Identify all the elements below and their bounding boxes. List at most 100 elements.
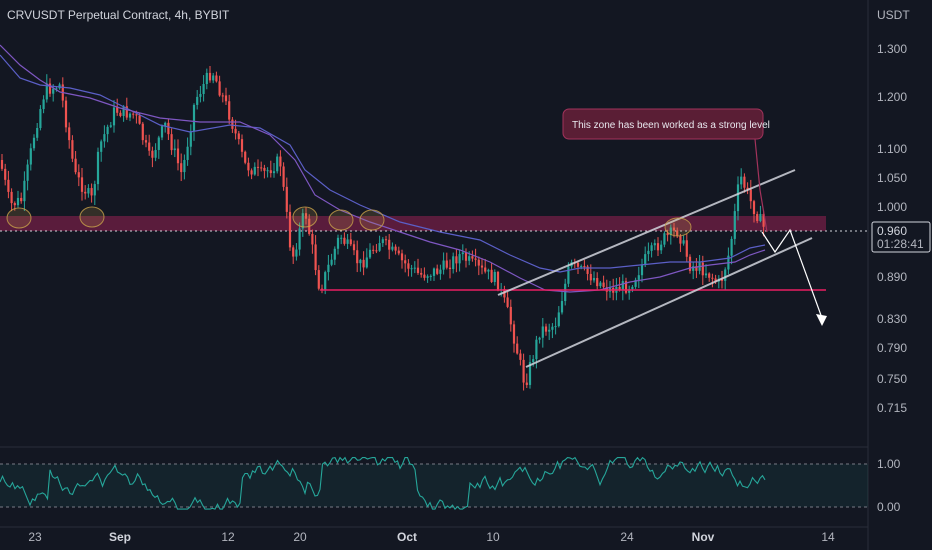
candle-body: [452, 256, 455, 270]
candle-body: [420, 272, 423, 275]
countdown-label: 01:28:41: [877, 237, 924, 251]
time-tick: 10: [486, 530, 500, 544]
candle-body: [55, 88, 58, 90]
oscillator-tick: 0.00: [877, 500, 901, 514]
candle-body: [340, 237, 343, 239]
candle-body: [80, 177, 84, 192]
candle-body: [183, 159, 186, 173]
candle-body: [461, 252, 464, 255]
candle-body: [10, 191, 13, 204]
candle-body: [202, 84, 205, 94]
candle-body: [650, 245, 653, 251]
candle-body: [263, 167, 266, 171]
candle-body: [170, 134, 173, 151]
candle-body: [442, 260, 445, 270]
candle-body: [356, 250, 359, 264]
candle-body: [164, 122, 167, 127]
price-axis[interactable]: 1.300 1.200 1.100 1.050 1.000 0.890 0.830 0.790…: [877, 42, 907, 415]
candle-body: [157, 137, 160, 150]
candle-body: [576, 262, 580, 267]
candle-body: [464, 252, 468, 261]
candle-body: [0, 160, 4, 169]
candle-body: [109, 125, 112, 127]
candle-body: [212, 75, 215, 81]
projection-arrowhead: [816, 314, 827, 326]
price-tick: 1.050: [877, 171, 907, 185]
candle-body: [413, 267, 416, 269]
candle-body: [311, 233, 314, 245]
annotation-pointer: [754, 138, 768, 233]
candle-body: [90, 188, 93, 196]
candle-body: [96, 151, 100, 185]
time-tick: 20: [293, 530, 307, 544]
candle-body: [215, 75, 218, 82]
candle-body: [125, 106, 128, 118]
candle-body: [512, 324, 516, 344]
candle-body: [736, 184, 740, 212]
time-axis[interactable]: 23 Sep 12 20 Oct 10 24 Nov 14: [28, 530, 835, 544]
resistance-zone-band: [0, 216, 826, 231]
candle-body: [167, 122, 170, 135]
candle-body: [84, 191, 87, 194]
drawings: [6, 138, 827, 368]
candle-body: [631, 286, 634, 290]
candle-body: [762, 214, 765, 227]
candle-body: [330, 259, 333, 265]
candle-body: [410, 268, 413, 270]
candle-body: [186, 146, 189, 160]
candle-body: [730, 238, 733, 256]
candle-body: [682, 240, 685, 244]
annotation-box[interactable]: [562, 108, 764, 140]
candle-body: [138, 115, 141, 124]
candle-body: [359, 259, 362, 264]
candle-body: [432, 268, 436, 276]
candle-body: [634, 279, 637, 287]
candle-body: [647, 250, 650, 255]
candle-body: [554, 326, 557, 328]
candle-body: [288, 211, 292, 248]
candle-body: [397, 250, 400, 254]
candle-body: [4, 168, 7, 180]
candle-body: [480, 265, 484, 268]
candle-body: [388, 239, 391, 250]
candle-body: [448, 267, 452, 270]
candle-body: [394, 246, 397, 251]
candle-body: [458, 254, 461, 264]
time-tick: Sep: [109, 530, 131, 544]
candle-body: [279, 156, 282, 167]
candle-body: [660, 244, 663, 251]
price-tick: 0.750: [877, 372, 907, 386]
candle-body: [132, 113, 135, 115]
candle-body: [400, 253, 404, 261]
channel-upper-line: [497, 169, 796, 296]
candle-body: [733, 211, 736, 239]
candle-body: [237, 133, 240, 140]
candle-body: [256, 166, 260, 168]
candle-body: [173, 148, 176, 151]
candle-body: [234, 128, 237, 134]
candle-body: [490, 269, 493, 282]
candle-body: [208, 72, 212, 81]
candle-body: [522, 359, 525, 383]
candle-body: [141, 123, 144, 141]
candle-body: [253, 166, 256, 175]
touch-circle: [359, 209, 385, 231]
candle-body: [372, 249, 375, 251]
candle-body: [144, 140, 148, 143]
candle-body: [752, 201, 756, 215]
candle-body: [250, 170, 253, 175]
candle-body: [375, 250, 378, 252]
candle-body: [304, 213, 308, 219]
candle-body: [535, 339, 538, 360]
candle-body: [378, 243, 381, 251]
candle-body: [218, 81, 221, 96]
candle-body: [272, 171, 276, 174]
candle-body: [42, 99, 45, 110]
candle-body: [618, 286, 621, 291]
candle-body: [692, 266, 695, 271]
candle-body: [602, 282, 605, 288]
candle-body: [352, 244, 356, 251]
candle-body: [189, 131, 192, 147]
